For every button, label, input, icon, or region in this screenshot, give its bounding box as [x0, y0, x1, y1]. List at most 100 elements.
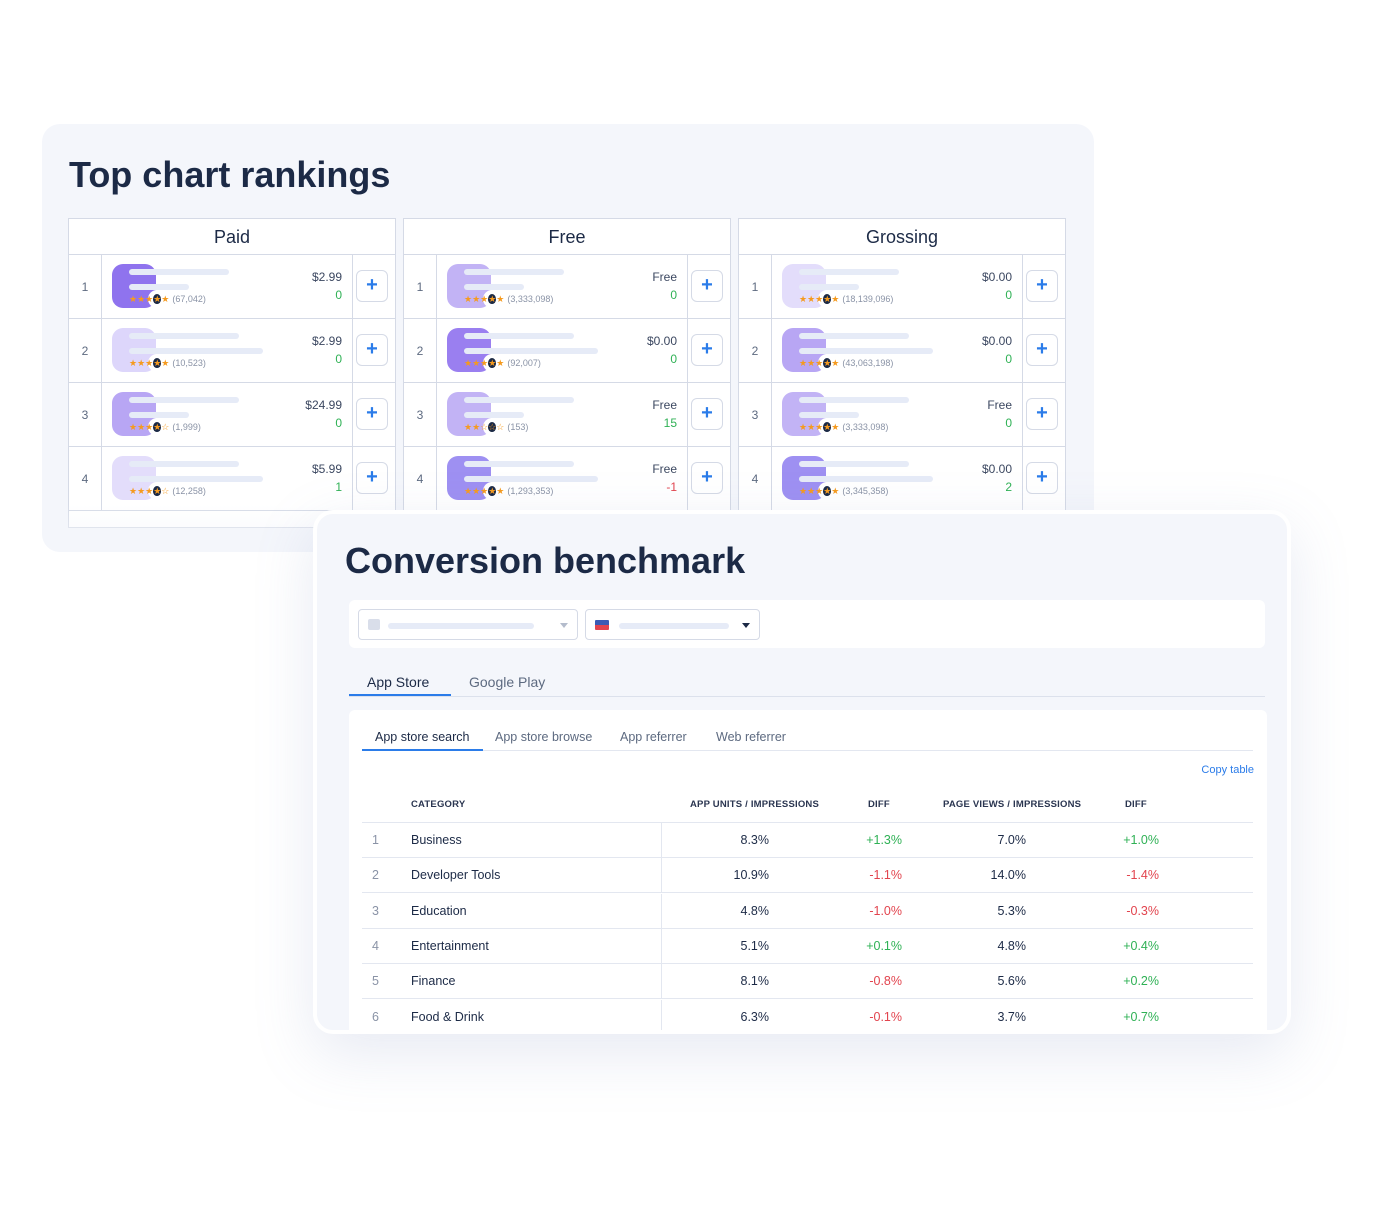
add-app-button[interactable]: +: [691, 462, 723, 494]
tab-app-store-browse[interactable]: App store browse: [495, 730, 593, 744]
add-app-button[interactable]: +: [1026, 270, 1058, 302]
header-diff-app[interactable]: DIFF: [868, 799, 890, 810]
app-name-placeholder: [464, 269, 564, 275]
ranking-row[interactable]: 4 ★★★★★ (3,345,358) $0.00 2 +: [739, 447, 1065, 511]
app-price: $0.00: [646, 334, 677, 348]
copy-table-link[interactable]: Copy table: [1201, 764, 1254, 776]
add-app-button[interactable]: +: [356, 398, 388, 430]
rank-change: 0: [670, 352, 677, 366]
rank-number: 1: [404, 255, 437, 319]
app-units-diff: -1.1%: [869, 868, 902, 883]
app-price: $5.99: [311, 462, 342, 476]
review-count: (153): [507, 422, 529, 432]
page-views-value: 5.6%: [997, 974, 1027, 989]
rank-number: 2: [69, 319, 102, 383]
ranking-row[interactable]: 4 ★★★★☆ (12,258) $5.99 1 +: [69, 447, 395, 511]
page-views-value: 5.3%: [997, 903, 1027, 918]
add-app-button[interactable]: +: [356, 334, 388, 366]
header-app-units[interactable]: APP UNITS / IMPRESSIONS: [690, 799, 820, 810]
ranking-row[interactable]: 2 ★★★★★ (10,523) $2.99 0 +: [69, 319, 395, 383]
apple-icon: [818, 354, 836, 372]
tab-app-store[interactable]: App Store: [367, 674, 430, 690]
review-count: (3,345,358): [842, 486, 889, 496]
top-chart-rankings-card: Top chart rankings Paid 1 ★★★★★ (67,042) $2.…: [42, 124, 1094, 552]
add-app-button[interactable]: +: [1026, 398, 1058, 430]
ranking-row[interactable]: 1 ★★★★★ (3,333,098) Free 0 +: [404, 255, 730, 319]
app-price: $2.99: [311, 270, 342, 284]
date-range-dropdown[interactable]: [358, 609, 578, 640]
column-separator: [661, 858, 662, 894]
ranking-row[interactable]: 3 ★★★★☆ (1,999) $24.99 0 +: [69, 383, 395, 447]
apple-icon: [148, 418, 166, 436]
app-name-placeholder: [464, 333, 574, 339]
add-app-button[interactable]: +: [1026, 334, 1058, 366]
page-views-value: 14.0%: [990, 868, 1026, 883]
header-page-views[interactable]: PAGE VIEWS / IMPRESSIONS: [943, 799, 1082, 810]
apple-icon: [483, 354, 501, 372]
top-chart-title: Top chart rankings: [69, 154, 391, 195]
ranking-row[interactable]: 1 ★★★★★ (18,139,096) $0.00 0 +: [739, 255, 1065, 319]
rank-number: 1: [69, 255, 102, 319]
app-developer-placeholder: [464, 476, 598, 482]
review-count: (10,523): [172, 358, 206, 368]
ranking-row[interactable]: 4 ★★★★★ (1,293,353) Free -1 +: [404, 447, 730, 511]
page-views-diff: +0.4%: [1123, 938, 1159, 953]
rank-change: 2: [1005, 480, 1012, 494]
rank-number: 3: [404, 383, 437, 447]
row-index: 2: [372, 868, 379, 883]
app-name-placeholder: [129, 461, 239, 467]
ranking-row[interactable]: 2 ★★★★★ (92,007) $0.00 0 +: [404, 319, 730, 383]
page-views-diff: -0.3%: [1126, 903, 1159, 918]
column-divider: [687, 447, 688, 511]
header-diff-page[interactable]: DIFF: [1125, 799, 1147, 810]
ranking-row[interactable]: 3 ★★★★★ (3,333,098) Free 0 +: [739, 383, 1065, 447]
row-index: 1: [372, 833, 379, 847]
header-category[interactable]: CATEGORY: [411, 799, 466, 810]
ranking-row[interactable]: 2 ★★★★★ (43,063,198) $0.00 0 +: [739, 319, 1065, 383]
table-row[interactable]: 5 Finance 8.1% -0.8% 5.6% +0.2%: [362, 964, 1253, 1000]
app-developer-placeholder: [799, 348, 933, 354]
column-separator: [661, 928, 662, 964]
add-app-button[interactable]: +: [356, 462, 388, 494]
apple-icon: [483, 418, 501, 436]
column-divider: [352, 255, 353, 319]
table-row[interactable]: 4 Entertainment 5.1% +0.1% 4.8% +0.4%: [362, 928, 1253, 964]
country-dropdown[interactable]: [585, 609, 760, 640]
rank-change: 0: [1005, 352, 1012, 366]
app-developer-placeholder: [799, 476, 933, 482]
chevron-down-icon: [560, 623, 568, 628]
row-index: 4: [372, 938, 379, 953]
add-app-button[interactable]: +: [691, 398, 723, 430]
tab-app-referrer[interactable]: App referrer: [620, 730, 687, 744]
table-row[interactable]: 6 Food & Drink 6.3% -0.1% 3.7% +0.7%: [362, 999, 1253, 1030]
add-app-button[interactable]: +: [691, 334, 723, 366]
ranking-row[interactable]: 1 ★★★★★ (67,042) $2.99 0 +: [69, 255, 395, 319]
app-units-value: 4.8%: [740, 903, 770, 918]
app-price: $0.00: [981, 462, 1012, 476]
category-name: Food & Drink: [411, 1009, 484, 1024]
apple-icon: [483, 482, 501, 500]
add-app-button[interactable]: +: [1026, 462, 1058, 494]
apple-icon: [148, 482, 166, 500]
row-index: 6: [372, 1009, 379, 1024]
add-app-button[interactable]: +: [691, 270, 723, 302]
add-app-button[interactable]: +: [356, 270, 388, 302]
page-views-diff: +0.7%: [1123, 1009, 1159, 1024]
ranking-row[interactable]: 3 ★★☆☆☆ (153) Free 15 +: [404, 383, 730, 447]
app-price: Free: [652, 462, 677, 476]
app-developer-placeholder: [799, 412, 859, 418]
table-row[interactable]: 3 Education 4.8% -1.0% 5.3% -0.3%: [362, 893, 1253, 929]
app-developer-placeholder: [129, 348, 263, 354]
apple-icon: [818, 418, 836, 436]
tab-web-referrer[interactable]: Web referrer: [716, 730, 786, 744]
tab-google-play[interactable]: Google Play: [469, 674, 546, 690]
table-row[interactable]: 2 Developer Tools 10.9% -1.1% 14.0% -1.4%: [362, 858, 1253, 894]
apple-icon: [818, 482, 836, 500]
rating-stars: ★★★★☆ (12,258): [129, 486, 206, 496]
rank-change: 15: [663, 416, 677, 430]
app-name-placeholder: [799, 461, 909, 467]
row-index: 3: [372, 903, 379, 918]
ranking-column-paid: Paid 1 ★★★★★ (67,042) $2.99 0 +2 ★★★★★ (10,523) $…: [68, 218, 396, 528]
tab-app-store-search[interactable]: App store search: [375, 730, 470, 744]
table-row[interactable]: 1 Business 8.3% +1.3% 7.0% +1.0%: [362, 823, 1253, 858]
